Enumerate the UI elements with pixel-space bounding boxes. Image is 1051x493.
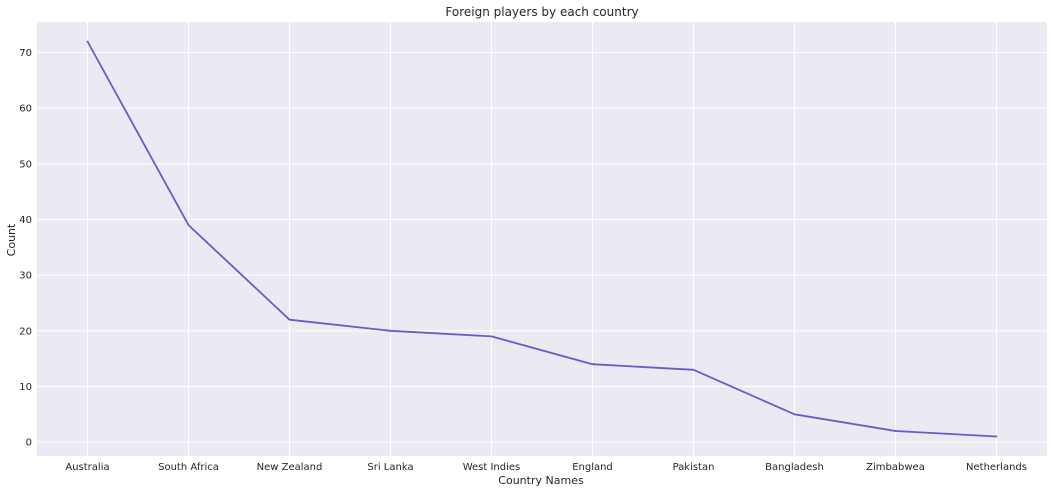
data-point <box>793 413 796 416</box>
data-point <box>894 430 897 432</box>
x-tick-label: South Africa <box>158 462 219 473</box>
x-tick-label: England <box>572 462 613 473</box>
y-tick-label: 50 <box>19 159 32 170</box>
y-axis-ticks: 0 10 20 30 40 50 60 70 <box>19 48 32 448</box>
x-axis-ticks: Australia South Africa New Zealand Sri Lank… <box>65 462 1027 473</box>
x-tick-label: Sri Lanka <box>367 462 413 473</box>
x-tick-label: Australia <box>65 462 109 473</box>
chart-title: Foreign players by each country <box>445 5 638 19</box>
data-point <box>187 224 190 226</box>
x-tick-label: Zimbabwea <box>866 462 925 473</box>
data-point <box>86 40 89 43</box>
x-tick-label: Pakistan <box>673 462 715 473</box>
data-point <box>288 318 291 321</box>
x-axis-label: Country Names <box>498 474 584 487</box>
y-tick-label: 10 <box>19 382 32 393</box>
x-tick-label: Netherlands <box>966 462 1027 473</box>
x-tick-label: Bangladesh <box>765 462 824 473</box>
y-tick-label: 20 <box>19 326 32 337</box>
grid-lines <box>37 22 1047 456</box>
data-point <box>490 335 493 338</box>
data-point <box>692 368 695 371</box>
data-point <box>389 329 392 332</box>
x-tick-label: New Zealand <box>257 462 323 473</box>
data-point <box>591 363 594 366</box>
y-tick-label: 60 <box>19 104 32 115</box>
x-tick-label: West Indies <box>463 462 521 473</box>
data-point <box>995 435 998 438</box>
y-axis-label: Count <box>5 223 18 256</box>
y-tick-label: 30 <box>19 271 32 282</box>
y-tick-label: 0 <box>26 438 32 449</box>
y-tick-label: 40 <box>19 215 32 226</box>
series-line <box>86 41 997 438</box>
y-tick-label: 70 <box>19 48 32 59</box>
series-group <box>86 40 998 438</box>
plot-area <box>37 22 1047 456</box>
